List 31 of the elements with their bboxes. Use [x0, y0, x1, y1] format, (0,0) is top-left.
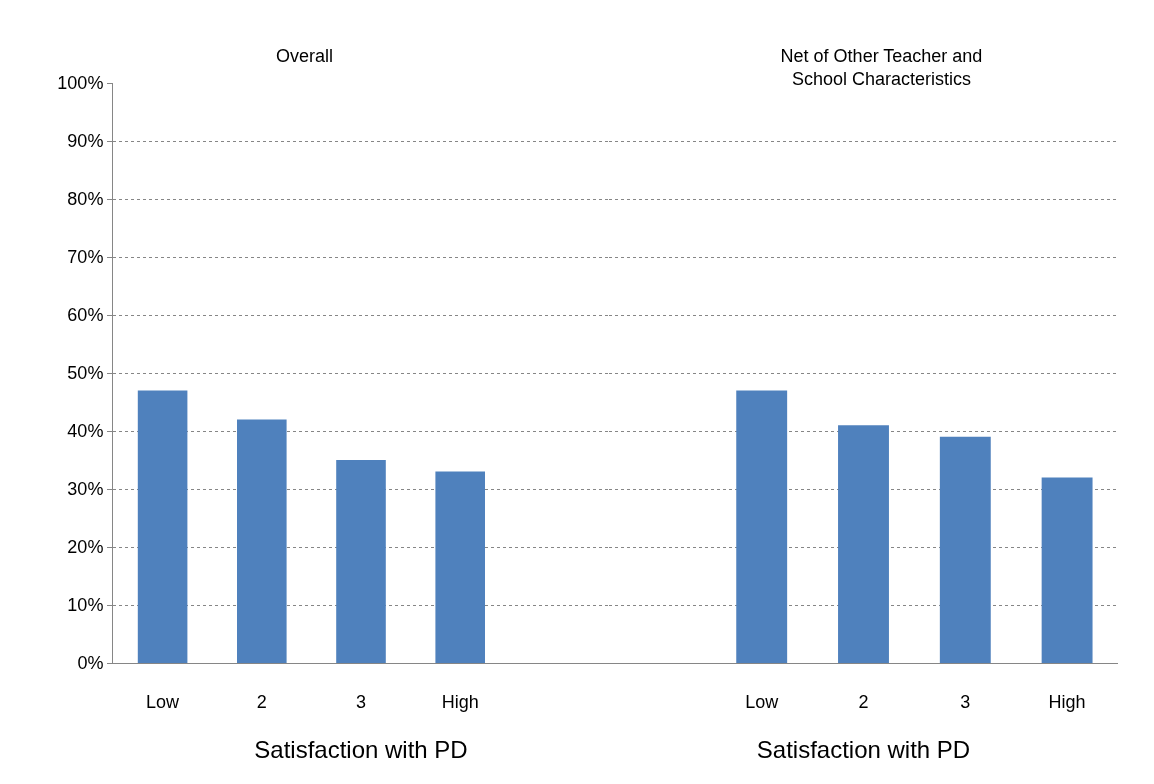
x-axis-title: Satisfaction with PD	[756, 735, 971, 763]
chart-title: Net of Other Teacher and School Characteristics	[780, 46, 983, 90]
x-tick-label: High	[1048, 691, 1086, 712]
y-tick-label: 100%	[57, 73, 104, 94]
bar	[435, 471, 485, 663]
y-tick-label: 50%	[67, 363, 104, 384]
bar	[736, 390, 788, 663]
bar	[336, 460, 386, 663]
y-tick-label: 10%	[67, 595, 104, 616]
x-tick-label: 3	[355, 691, 367, 712]
x-tick-label: Low	[745, 691, 780, 712]
y-tick-label: 70%	[67, 247, 104, 268]
y-tick-label: 20%	[67, 537, 104, 558]
x-tick-label: 2	[256, 691, 267, 712]
y-tick-label: 60%	[67, 305, 104, 326]
x-tick-label: Low	[146, 691, 181, 712]
x-tick-label: 3	[960, 691, 971, 712]
y-tick-label: 90%	[67, 131, 104, 152]
chart-title: Overall	[275, 46, 334, 66]
x-tick-label: High	[441, 691, 479, 712]
bar	[1041, 477, 1093, 663]
x-tick-label: 2	[858, 691, 869, 712]
y-tick-label: 30%	[67, 479, 104, 500]
y-tick-label: 40%	[67, 421, 104, 442]
bar	[237, 419, 287, 663]
x-axis-title: Satisfaction with PD	[254, 735, 468, 763]
bar	[939, 436, 991, 663]
bar	[137, 390, 188, 663]
bar	[838, 425, 889, 663]
y-tick-label: 80%	[67, 189, 104, 210]
y-tick-label: 0%	[77, 653, 104, 674]
